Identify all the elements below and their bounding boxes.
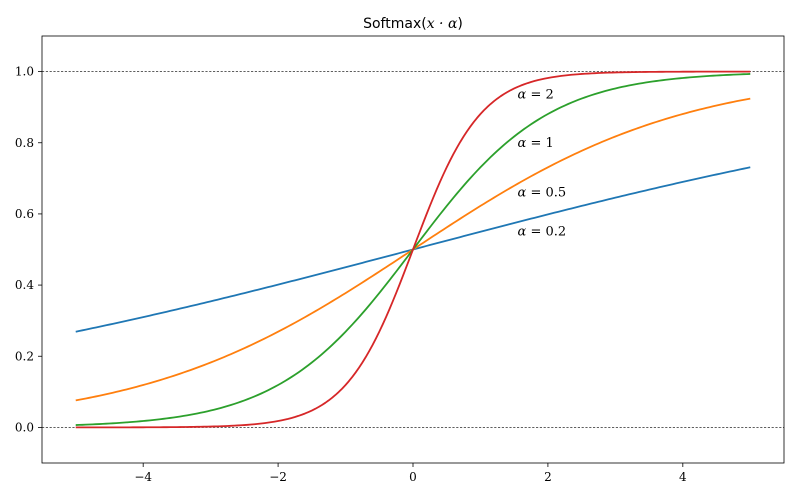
y-axis: 0.0 0.2 0.4 0.6 0.8 1.0 xyxy=(15,65,42,434)
annotation-value: = 2 xyxy=(526,88,553,103)
x-tick-label: 4 xyxy=(679,470,687,484)
x-tick-label: −4 xyxy=(134,470,152,484)
x-tick-label: 2 xyxy=(544,470,552,484)
curve-annotation: α = 2 xyxy=(518,88,554,103)
annotation-alpha-symbol: α xyxy=(518,88,527,103)
annotation-value: = 1 xyxy=(526,136,553,151)
chart-title-suffix: ) xyxy=(457,16,462,32)
annotation-value: = 0.2 xyxy=(526,225,566,240)
chart-title: Softmax(x · α) xyxy=(363,16,463,32)
y-tick-label: 0.8 xyxy=(15,136,34,150)
annotation-alpha-symbol: α xyxy=(518,186,527,201)
chart-title-prefix: Softmax( xyxy=(363,16,427,32)
annotations: α = 2α = 1α = 0.5α = 0.2 xyxy=(518,88,567,240)
curve-annotation: α = 0.5 xyxy=(518,186,567,201)
curve-annotation: α = 0.2 xyxy=(518,225,567,240)
y-tick-label: 0.2 xyxy=(15,349,34,363)
y-tick-label: 1.0 xyxy=(15,65,34,79)
annotation-alpha-symbol: α xyxy=(518,225,527,240)
series-lines xyxy=(75,70,751,429)
annotation-value: = 0.5 xyxy=(526,186,566,201)
series-line-alpha-2 xyxy=(75,70,751,429)
x-tick-label: −2 xyxy=(269,470,287,484)
chart-title-math: x · α xyxy=(427,16,458,32)
x-tick-label: 0 xyxy=(409,470,417,484)
y-tick-label: 0.4 xyxy=(15,278,34,292)
annotation-alpha-symbol: α xyxy=(518,136,527,151)
y-tick-label: 0.6 xyxy=(15,207,34,221)
x-axis: −4 −2 0 2 4 xyxy=(134,463,687,484)
y-tick-label: 0.0 xyxy=(15,420,34,434)
curve-annotation: α = 1 xyxy=(518,136,554,151)
